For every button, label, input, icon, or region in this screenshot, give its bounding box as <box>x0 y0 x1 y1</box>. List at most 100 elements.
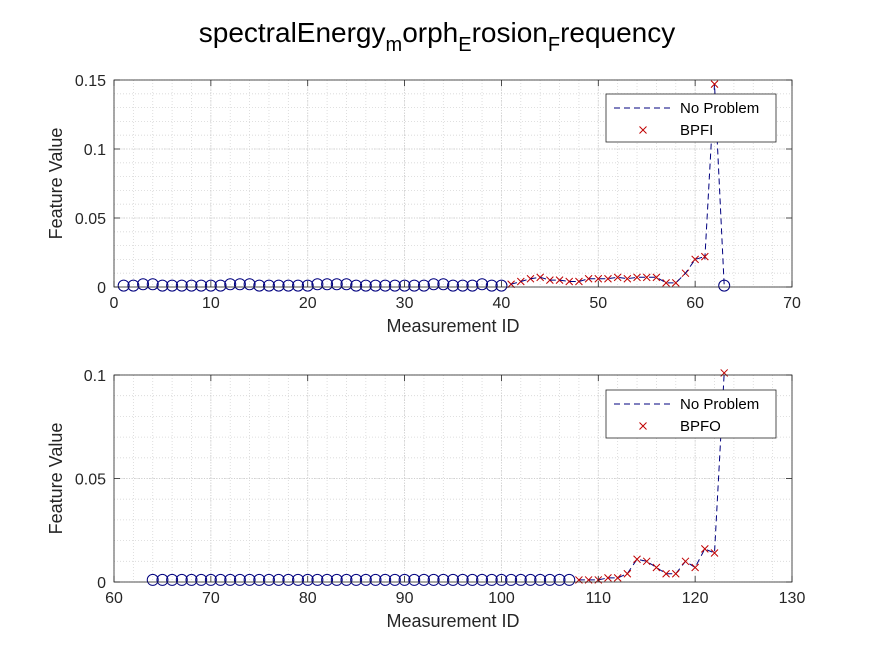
y-tick-label: 0 <box>97 575 106 592</box>
data-point <box>427 573 440 586</box>
data-point <box>613 574 622 582</box>
series-line <box>578 372 725 581</box>
figure-title: spectralEnergymorphErosionFrequency <box>199 17 676 56</box>
data-point <box>350 279 363 292</box>
data-point <box>204 573 217 586</box>
series-circle <box>117 278 731 292</box>
data-point <box>272 573 285 586</box>
data-point <box>359 279 372 292</box>
data-point <box>604 574 612 582</box>
x-tick-label: 90 <box>396 590 414 607</box>
data-point <box>262 279 275 292</box>
data-point <box>710 80 719 88</box>
y-axis-label: Feature Value <box>46 423 66 535</box>
data-point <box>681 557 690 566</box>
data-point <box>195 573 208 586</box>
series-dashed-line <box>510 256 705 285</box>
data-point <box>417 279 430 292</box>
data-point <box>543 573 556 586</box>
data-point <box>146 573 159 586</box>
data-point <box>505 573 518 586</box>
data-point <box>388 573 401 586</box>
series-bpfo <box>575 369 729 584</box>
data-point <box>563 573 576 586</box>
data-point <box>565 277 574 286</box>
legend-box <box>605 389 777 439</box>
data-point <box>536 273 545 282</box>
y-tick-label: 0.05 <box>75 211 106 228</box>
data-point <box>243 278 256 291</box>
data-point <box>156 573 169 586</box>
data-point <box>175 279 188 292</box>
data-point <box>514 573 527 586</box>
data-point <box>340 573 353 586</box>
x-axis-label: Measurement ID <box>386 611 519 631</box>
x-tick-label: 60 <box>105 590 123 607</box>
data-point <box>718 279 731 292</box>
data-point <box>369 279 382 292</box>
legend-marker-swatch <box>639 126 647 134</box>
x-tick-label: 130 <box>779 590 806 607</box>
data-point <box>662 279 670 287</box>
data-point <box>623 274 632 283</box>
data-point <box>476 573 489 586</box>
data-point <box>146 278 159 291</box>
data-point <box>584 274 593 283</box>
data-point <box>292 573 305 586</box>
data-point <box>262 573 275 586</box>
title-segment: requency <box>560 17 675 48</box>
data-point <box>534 573 547 586</box>
x-tick-label: 10 <box>202 295 220 312</box>
data-point <box>233 278 246 291</box>
data-point <box>224 573 237 586</box>
data-point <box>398 573 411 586</box>
data-point <box>485 279 498 292</box>
x-tick-label: 70 <box>783 295 801 312</box>
data-point <box>691 563 699 572</box>
data-point <box>379 279 392 292</box>
x-axis-label: Measurement ID <box>386 316 519 336</box>
legend: No Problem BPFO <box>605 389 777 439</box>
data-point <box>369 573 382 586</box>
data-point <box>652 563 661 572</box>
data-point <box>301 573 314 586</box>
title-segment: rosion <box>472 17 548 48</box>
data-point <box>652 273 661 282</box>
x-tick-label: 40 <box>493 295 511 312</box>
data-point <box>301 279 314 292</box>
data-point <box>127 279 140 292</box>
data-point <box>466 279 479 292</box>
x-tick-label: 50 <box>589 295 607 312</box>
data-point <box>427 278 440 291</box>
legend-marker-swatch <box>639 422 647 430</box>
data-point <box>691 255 699 264</box>
title-segment: m <box>386 34 403 56</box>
data-point <box>642 557 651 566</box>
data-point <box>137 278 150 291</box>
data-point <box>437 278 450 291</box>
title-segment: spectralEnergy <box>199 17 386 48</box>
data-point <box>447 279 459 292</box>
data-point <box>642 273 651 282</box>
data-point <box>476 278 489 291</box>
y-tick-label: 0.1 <box>84 368 106 385</box>
data-point <box>214 573 227 586</box>
series-circle <box>146 573 576 586</box>
subplot-bpfi: 0 10 20 30 40 50 60 70 0 0.05 0.1 0.15 Measurement I… <box>46 73 801 336</box>
subplot-bpfo: 60 70 80 90 100 110 120 130 0 0.05 0.1 Measurement … <box>46 368 805 631</box>
data-point <box>321 573 334 586</box>
data-point <box>321 278 334 291</box>
data-point <box>495 279 508 292</box>
y-tick-label: 0.1 <box>84 142 106 159</box>
data-point <box>408 279 421 292</box>
data-point <box>253 279 266 292</box>
x-tick-label: 70 <box>202 590 220 607</box>
data-point <box>662 569 670 578</box>
axes-box <box>113 79 793 288</box>
data-point <box>456 279 469 292</box>
x-tick-label: 20 <box>299 295 317 312</box>
x-tick-label: 0 <box>110 295 119 312</box>
data-point <box>214 279 227 292</box>
x-tick-label: 30 <box>396 295 414 312</box>
